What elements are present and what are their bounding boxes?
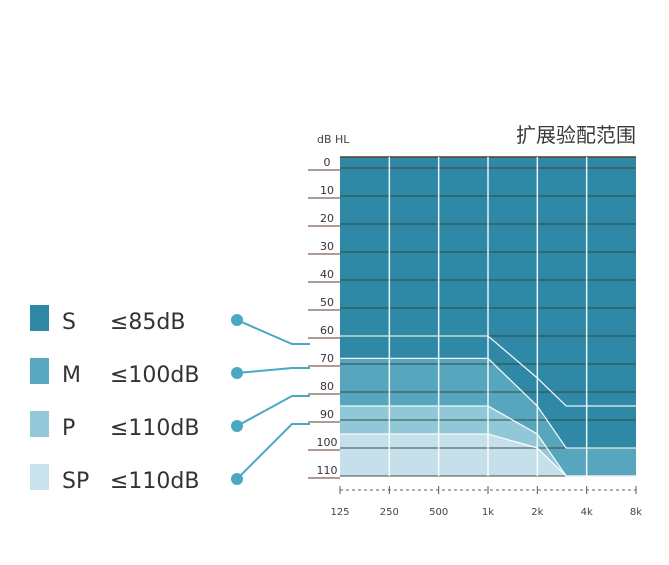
legend-name-p: P — [62, 416, 75, 441]
legend-limit-s: ≤85dB — [110, 310, 186, 335]
y-tick-label-0: 0 — [324, 156, 331, 169]
x-tick-label-8k: 8k — [630, 507, 642, 518]
y-tick-label-100: 100 — [317, 436, 338, 449]
legend-swatch-s — [30, 305, 49, 331]
y-tick-label-60: 60 — [320, 324, 334, 337]
x-tick-label-2k: 2k — [531, 507, 543, 518]
legend-connector-line-p — [236, 395, 310, 427]
legend-connector-line-s — [236, 319, 310, 345]
x-tick-label-125: 125 — [330, 507, 349, 518]
legend-limit-m: ≤100dB — [110, 363, 199, 388]
y-tick-label-90: 90 — [320, 408, 334, 421]
series-line-sp — [340, 433, 636, 477]
y-tick-label-30: 30 — [320, 240, 334, 253]
legend-swatch-m — [30, 358, 49, 384]
series-line-s — [340, 335, 636, 407]
legend-limit-sp: ≤110dB — [110, 469, 199, 494]
legend-swatch-sp — [30, 464, 49, 490]
legend-name-s: S — [62, 310, 76, 335]
y-tick-label-50: 50 — [320, 296, 334, 309]
below-range-band — [340, 476, 636, 488]
legend-name-sp: SP — [62, 469, 89, 494]
y-tick-label-70: 70 — [320, 352, 334, 365]
y-tick-label-110: 110 — [317, 464, 338, 477]
x-tick-label-500: 500 — [429, 507, 448, 518]
legend-swatch-p — [30, 411, 49, 437]
y-tick-label-20: 20 — [320, 212, 334, 225]
series-line-m — [340, 357, 636, 449]
y-axis-label: dB HL — [317, 133, 350, 146]
x-tick-label-1k: 1k — [482, 507, 494, 518]
y-tick-label-40: 40 — [320, 268, 334, 281]
y-tick-label-80: 80 — [320, 380, 334, 393]
legend-connector-line-m — [236, 367, 310, 374]
y-tick-label-10: 10 — [320, 184, 334, 197]
x-tick-label-250: 250 — [380, 507, 399, 518]
legend-connector-line-sp — [236, 423, 310, 480]
chart-title: 扩展验配范围 — [516, 123, 636, 147]
x-tick-label-4k: 4k — [581, 507, 593, 518]
legend-name-m: M — [62, 363, 81, 388]
legend-limit-p: ≤110dB — [110, 416, 199, 441]
